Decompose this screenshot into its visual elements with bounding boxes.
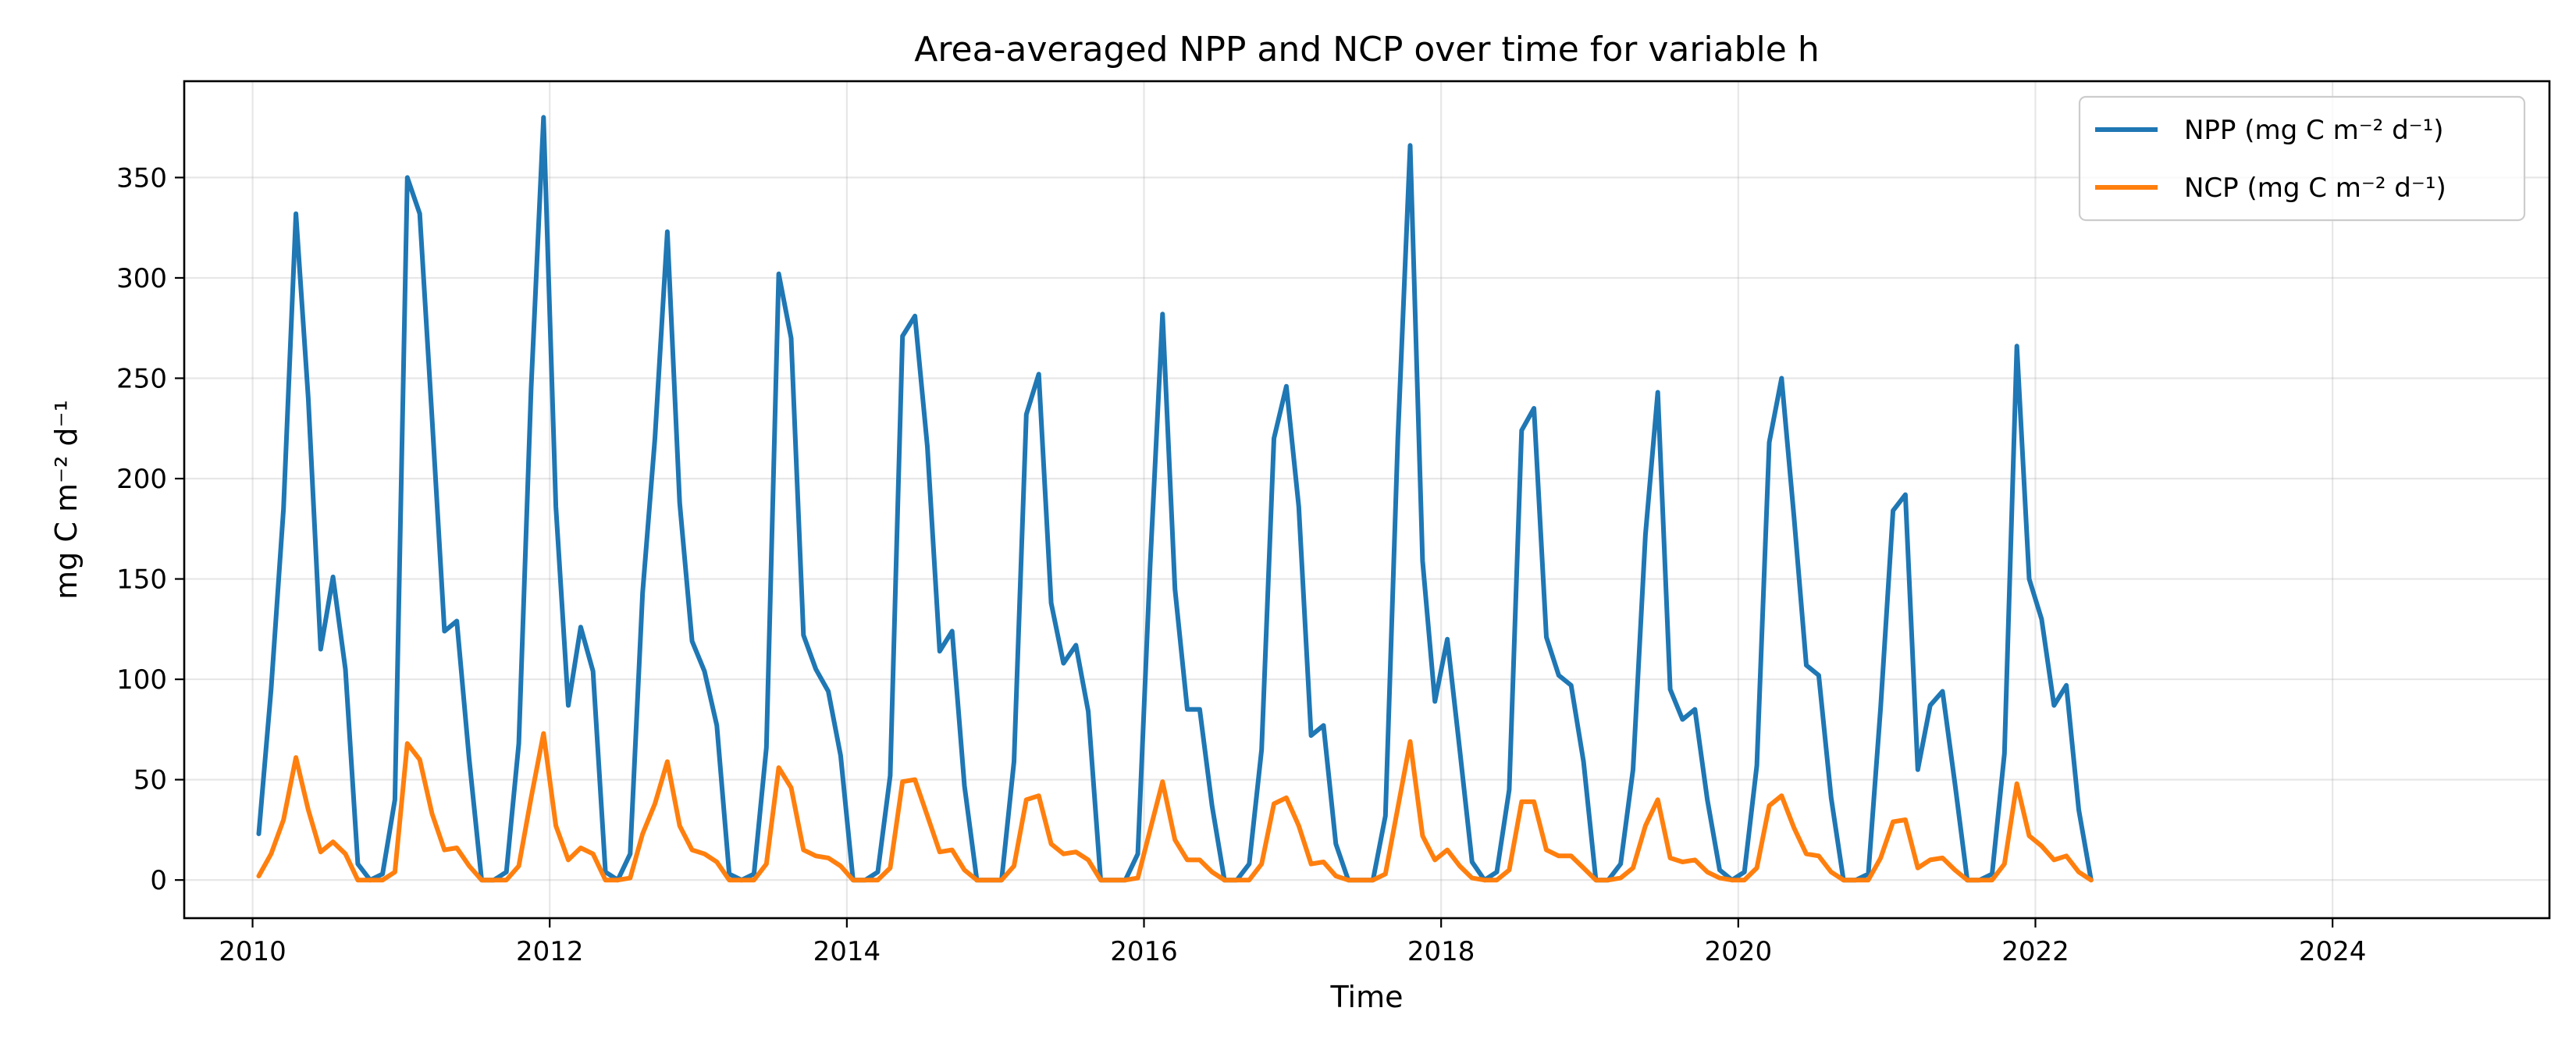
- y-tick-label: 0: [150, 865, 167, 896]
- y-tick-label: 250: [116, 363, 167, 394]
- chart-title: Area-averaged NPP and NCP over time for …: [914, 30, 1819, 69]
- y-tick-label: 100: [116, 664, 167, 696]
- x-tick-label: 2018: [1407, 936, 1475, 967]
- series-layer: [256, 115, 2094, 883]
- ncp-series-line: [256, 731, 2094, 883]
- x-tick-label: 2010: [219, 936, 286, 967]
- grid-layer: [184, 81, 2549, 918]
- y-tick-label: 200: [116, 464, 167, 495]
- npp-series-line: [256, 115, 2094, 883]
- x-tick-label: 2024: [2299, 936, 2367, 967]
- y-tick-label: 50: [133, 765, 167, 796]
- x-tick-label: 2020: [1705, 936, 1773, 967]
- x-axis-label: Time: [1330, 980, 1404, 1014]
- y-tick-label: 150: [116, 564, 167, 596]
- y-tick-label: 300: [116, 263, 167, 294]
- x-tick-label: 2022: [2001, 936, 2069, 967]
- tick-layer: 2010 2012 2014 2016 2018 2020 2022 2024 0 50 100 15…: [116, 162, 2366, 967]
- x-tick-label: 2016: [1110, 936, 1178, 967]
- x-tick-label: 2012: [516, 936, 584, 967]
- legend-label-npp: NPP (mg C m⁻² d⁻¹): [2184, 115, 2444, 146]
- plot-frame: [183, 80, 2551, 920]
- legend: NPP (mg C m⁻² d⁻¹) NCP (mg C m⁻² d⁻¹): [2078, 95, 2526, 222]
- x-tick-label: 2014: [813, 936, 881, 967]
- y-tick-label: 350: [116, 162, 167, 194]
- legend-box: [2078, 95, 2526, 222]
- legend-label-ncp: NCP (mg C m⁻² d⁻¹): [2184, 173, 2446, 204]
- y-axis-label: mg C m⁻² d⁻¹: [49, 400, 84, 600]
